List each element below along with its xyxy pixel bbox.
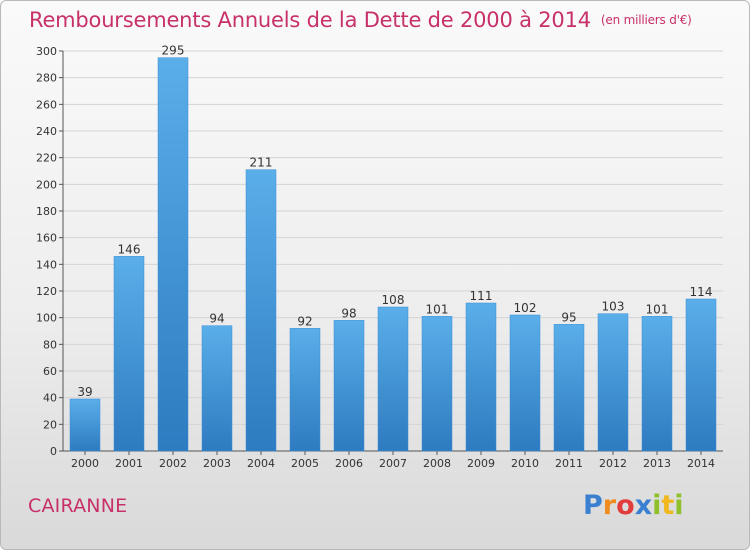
logo-letter: r <box>602 490 617 521</box>
data-label: 295 <box>162 44 185 58</box>
x-tick-label: 2002 <box>159 457 187 470</box>
data-label: 95 <box>561 310 576 324</box>
y-tick-label: 240 <box>36 125 57 138</box>
y-tick-label: 180 <box>36 205 57 218</box>
y-tick-label: 80 <box>43 338 57 351</box>
x-tick-label: 2012 <box>599 457 627 470</box>
data-label: 39 <box>77 385 92 399</box>
data-label: 111 <box>470 289 493 303</box>
bar-2008 <box>421 316 453 452</box>
x-tick-label: 2004 <box>247 457 275 470</box>
x-tick-label: 2010 <box>511 457 539 470</box>
data-label: 101 <box>426 302 449 316</box>
x-tick-label: 2005 <box>291 457 319 470</box>
data-label: 94 <box>209 312 224 326</box>
x-tick-label: 2003 <box>203 457 231 470</box>
bar-2012 <box>597 313 629 452</box>
chart-title-text: Remboursements Annuels de la Dette de 20… <box>29 8 591 32</box>
proxiti-logo: Proxiti <box>583 490 684 521</box>
x-tick-label: 2007 <box>379 457 407 470</box>
x-tick-label: 2014 <box>687 457 715 470</box>
chart-unit: (en milliers d'€) <box>600 13 692 27</box>
data-label: 103 <box>602 300 625 314</box>
logo-letter: t <box>661 490 675 521</box>
bar-2002 <box>157 57 189 452</box>
x-tick-label: 2000 <box>71 457 99 470</box>
x-tick-label: 2009 <box>467 457 495 470</box>
y-tick-label: 100 <box>36 312 57 325</box>
bar-2007 <box>377 306 409 452</box>
bar-2000 <box>69 398 101 452</box>
commune-name: CAIRANNE <box>28 495 128 517</box>
x-tick-label: 2001 <box>115 457 143 470</box>
y-tick-label: 40 <box>43 392 57 405</box>
y-tick-label: 140 <box>36 258 57 271</box>
data-label: 92 <box>297 314 312 328</box>
y-tick-label: 220 <box>36 152 57 165</box>
data-labels: 39 146 295 94 211 92 98 108 101 111 102 95 103 101 114 <box>77 44 712 399</box>
data-label: 114 <box>690 285 713 299</box>
y-tick-label: 20 <box>43 418 57 431</box>
logo-letter: o <box>616 490 635 521</box>
x-tick-label: 2008 <box>423 457 451 470</box>
bar-2009 <box>465 302 497 452</box>
y-tick-label: 300 <box>36 45 57 58</box>
logo-letter: x <box>634 490 653 521</box>
bar-2004 <box>245 169 277 452</box>
bar-2005 <box>289 328 321 452</box>
data-label: 98 <box>341 306 356 320</box>
data-label: 102 <box>514 301 537 315</box>
data-label: 108 <box>382 293 405 307</box>
y-tick-label: 60 <box>43 365 57 378</box>
x-tick-label: 2013 <box>643 457 671 470</box>
bar-2013 <box>641 316 673 452</box>
y-tick-label: 260 <box>36 98 57 111</box>
bar-2014 <box>685 298 717 452</box>
bar-2010 <box>509 314 541 452</box>
data-label: 101 <box>646 302 669 316</box>
logo-letter: i <box>652 490 662 521</box>
data-label: 146 <box>118 242 141 256</box>
bar-2006 <box>333 320 365 452</box>
chart-title: Remboursements Annuels de la Dette de 20… <box>29 8 692 32</box>
bar-2003 <box>201 325 233 452</box>
x-tick-label: 2006 <box>335 457 363 470</box>
y-tick-label: 200 <box>36 178 57 191</box>
data-label: 211 <box>250 156 273 170</box>
y-tick-label: 160 <box>36 232 57 245</box>
y-tick-label: 120 <box>36 285 57 298</box>
axes: 0 20 40 60 80 100 120 140 160 180 200 220 240 260 280 3… <box>36 45 723 470</box>
y-tick-label: 0 <box>50 445 57 458</box>
bar-2011 <box>553 324 585 452</box>
bars <box>69 57 717 452</box>
y-tick-label: 280 <box>36 72 57 85</box>
bar-2001 <box>113 256 145 452</box>
x-tick-label: 2011 <box>555 457 583 470</box>
logo-letter: P <box>583 490 603 521</box>
logo-letter: i <box>674 490 684 521</box>
